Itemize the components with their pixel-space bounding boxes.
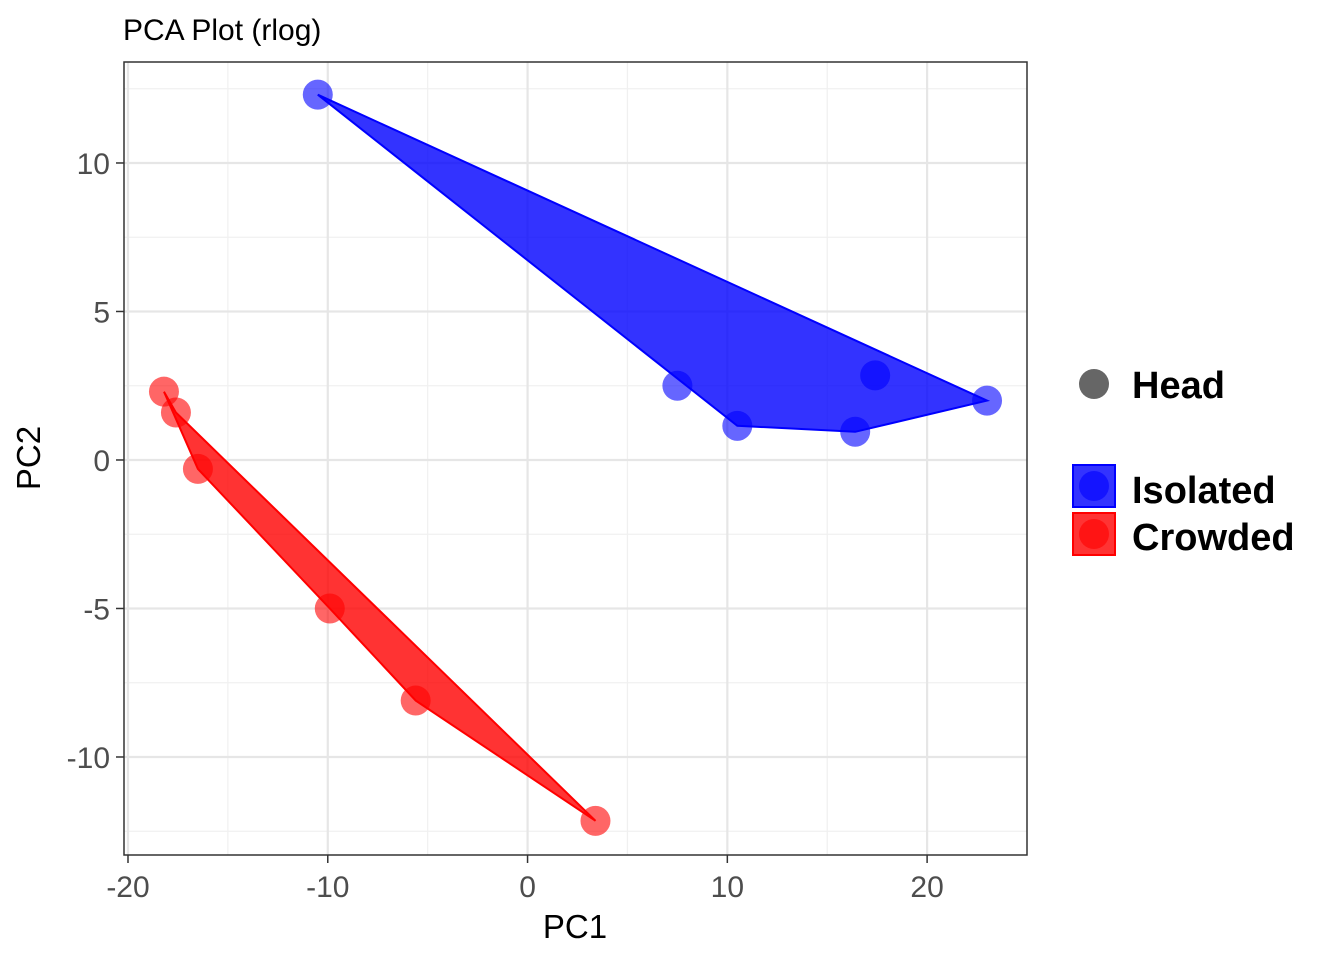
y-tick-label: -5 (83, 593, 110, 626)
x-tick-label: 0 (519, 871, 536, 904)
point-crowded-2 (160, 397, 191, 428)
grid (124, 62, 1027, 855)
y-tick-label: -10 (67, 742, 110, 775)
x-axis-ticks: -20 -10 0 10 20 (106, 855, 944, 904)
legend-label-isolated: Isolated (1132, 470, 1276, 512)
legend-point-isolated (1079, 471, 1109, 501)
x-tick-label: -10 (306, 871, 349, 904)
x-tick-label: 10 (711, 871, 744, 904)
legend-shape-key (1079, 369, 1109, 399)
x-tick-label: 20 (910, 871, 943, 904)
x-axis-title: PC1 (543, 908, 607, 945)
point-crowded-5 (400, 685, 431, 716)
hulls (163, 93, 991, 822)
point-isolated-3 (722, 410, 753, 441)
x-tick-label: -20 (106, 871, 149, 904)
point-isolated-6 (972, 385, 1003, 416)
plot-panel-border (123, 61, 1028, 856)
legend: Head Isolated Crowded (1072, 365, 1295, 559)
y-tick-label: 10 (77, 148, 110, 181)
point-crowded-3 (182, 453, 213, 484)
point-isolated-2 (662, 370, 693, 401)
legend-shape-label: Head (1132, 365, 1225, 407)
y-axis-ticks: -10 -5 0 5 10 (67, 148, 124, 775)
points (148, 79, 1003, 836)
point-isolated-4 (840, 416, 871, 447)
chart-title: PCA Plot (rlog) (123, 14, 321, 47)
point-crowded-6 (580, 805, 611, 836)
legend-label-crowded: Crowded (1132, 517, 1295, 559)
y-tick-label: 5 (93, 296, 110, 329)
y-tick-label: 0 (93, 445, 110, 478)
point-crowded-4 (314, 593, 345, 624)
point-isolated-5 (860, 360, 891, 391)
point-isolated-1 (302, 79, 333, 110)
y-axis-title: PC2 (10, 426, 47, 490)
legend-point-crowded (1079, 519, 1109, 549)
